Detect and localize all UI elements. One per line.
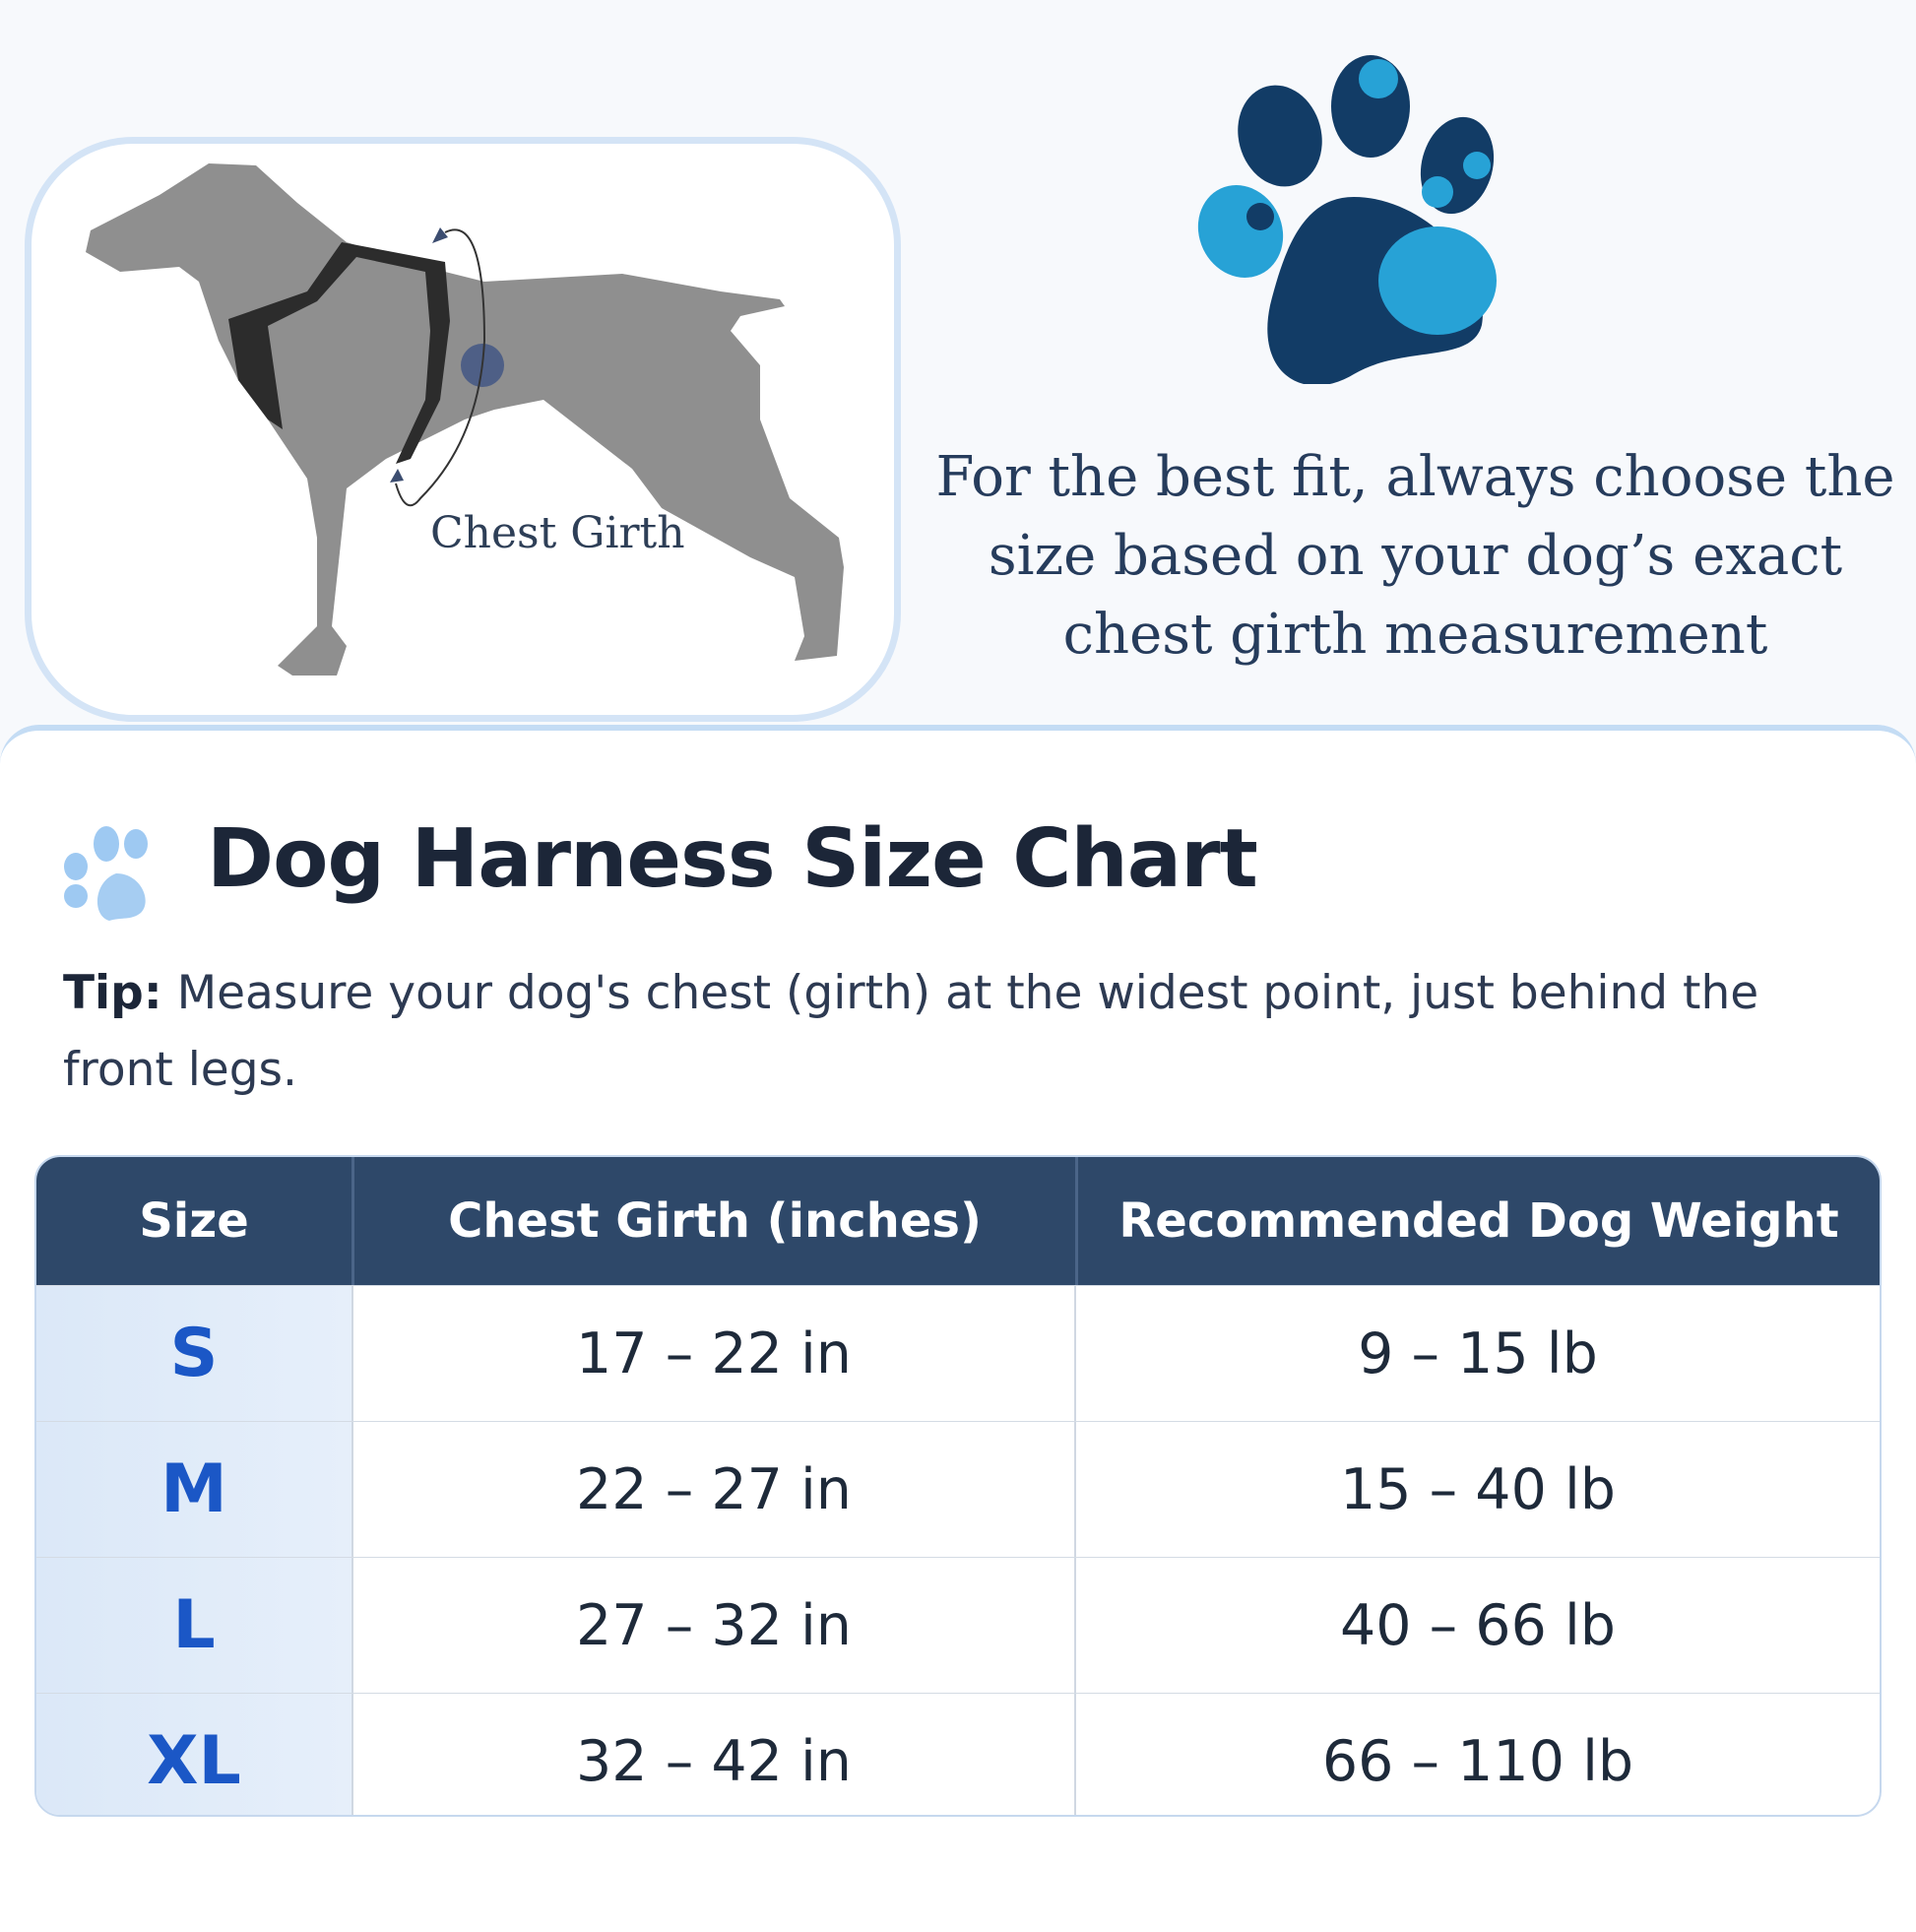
table-row: L 27 – 32 in 40 – 66 lb <box>36 1557 1880 1693</box>
weight-cell: 40 – 66 lb <box>1074 1558 1880 1693</box>
header-weight: Recommended Dog Weight <box>1075 1157 1880 1285</box>
paw-icon <box>64 826 148 921</box>
paw-print-icon <box>1197 55 1497 384</box>
chest-girth-label: Chest Girth <box>430 508 685 558</box>
table-row: M 22 – 27 in 15 – 40 lb <box>36 1421 1880 1557</box>
header-size: Size <box>139 1193 249 1249</box>
table-row: XL 32 – 42 in 66 – 110 lb <box>36 1693 1880 1815</box>
size-table: Size Chest Girth (inches) Recommended Do… <box>34 1155 1882 1817</box>
dog-illustration-card: Chest Girth <box>25 137 901 722</box>
girth-cell: 32 – 42 in <box>351 1694 1074 1815</box>
dog-silhouette-icon <box>86 163 844 676</box>
size-cell: XL <box>36 1694 351 1815</box>
table-header-row: Size Chest Girth (inches) Recommended Do… <box>36 1157 1880 1285</box>
size-cell: S <box>36 1286 351 1421</box>
tip-label: Tip: <box>63 966 162 1020</box>
girth-cell: 27 – 32 in <box>351 1558 1074 1693</box>
girth-cell: 22 – 27 in <box>351 1422 1074 1557</box>
girth-cell: 17 – 22 in <box>351 1286 1074 1421</box>
tip-text: Tip: Measure your dog's chest (girth) at… <box>63 955 1835 1109</box>
size-cell: M <box>36 1422 351 1557</box>
table-row: S 17 – 22 in 9 – 15 lb <box>36 1285 1880 1421</box>
tip-body: Measure your dog's chest (girth) at the … <box>63 966 1759 1097</box>
fit-advice-text: For the best fit, always choose the size… <box>935 445 1895 667</box>
weight-cell: 66 – 110 lb <box>1074 1694 1880 1815</box>
weight-cell: 15 – 40 lb <box>1074 1422 1880 1557</box>
size-cell: L <box>36 1558 351 1693</box>
header-chest-girth: Chest Girth (inches) <box>351 1157 1075 1285</box>
page-title: Dog Harness Size Chart <box>207 812 1258 906</box>
weight-cell: 9 – 15 lb <box>1074 1286 1880 1421</box>
